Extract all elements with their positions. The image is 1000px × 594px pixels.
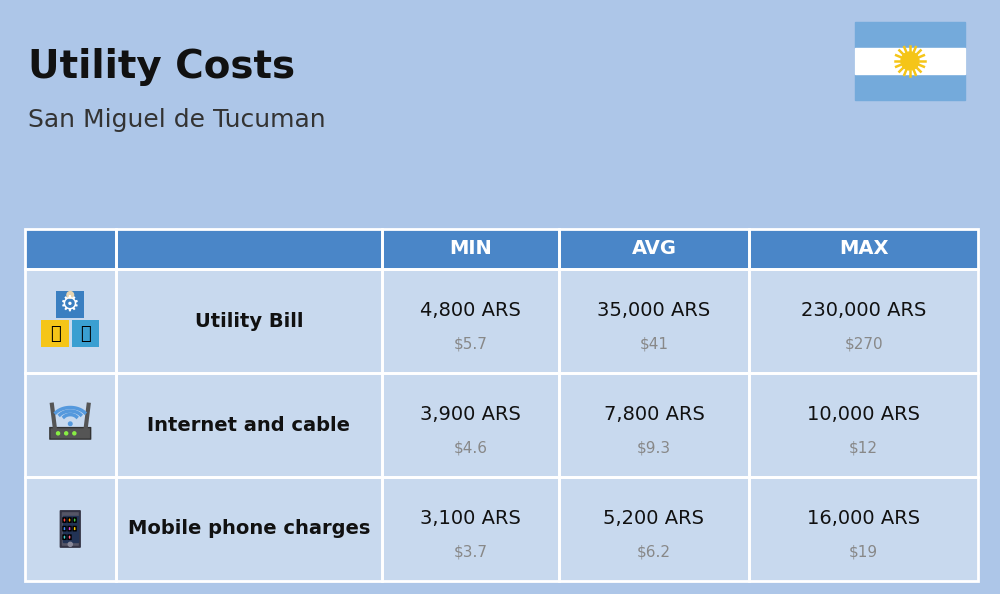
Bar	[382, 477, 559, 581]
Bar	[26, 230, 115, 268]
Bar	[560, 374, 748, 476]
Bar	[750, 230, 977, 268]
Text: $3.7: $3.7	[454, 544, 488, 560]
Text: $5.7: $5.7	[454, 337, 487, 352]
Bar	[117, 230, 381, 268]
Text: MAX: MAX	[839, 239, 888, 258]
FancyBboxPatch shape	[63, 526, 66, 531]
Bar	[383, 230, 558, 268]
Bar	[26, 374, 115, 476]
Bar	[25, 269, 116, 373]
Bar	[25, 373, 116, 477]
Text: 230,000 ARS: 230,000 ARS	[801, 301, 926, 320]
Circle shape	[73, 432, 76, 435]
Bar	[26, 478, 115, 580]
Bar	[382, 373, 559, 477]
Bar	[382, 229, 559, 269]
Bar	[26, 270, 115, 372]
Bar	[116, 269, 382, 373]
Bar	[116, 477, 382, 581]
Bar	[750, 374, 977, 476]
Text: 4,800 ARS: 4,800 ARS	[420, 301, 521, 320]
Text: 3,900 ARS: 3,900 ARS	[420, 405, 521, 424]
Circle shape	[57, 432, 60, 435]
Text: $9.3: $9.3	[637, 440, 671, 456]
Text: AVG: AVG	[631, 239, 676, 258]
Bar	[117, 478, 381, 580]
Text: Internet and cable: Internet and cable	[147, 416, 350, 435]
Text: $19: $19	[849, 544, 878, 560]
Bar	[116, 229, 382, 269]
FancyBboxPatch shape	[50, 428, 91, 439]
Bar	[383, 270, 558, 372]
Bar	[72, 320, 99, 347]
Circle shape	[67, 292, 74, 298]
Text: 10,000 ARS: 10,000 ARS	[807, 405, 920, 424]
Text: $41: $41	[639, 337, 668, 352]
Text: San Miguel de Tucuman: San Miguel de Tucuman	[28, 108, 326, 132]
Bar	[855, 22, 965, 100]
Text: $12: $12	[849, 440, 878, 456]
FancyBboxPatch shape	[68, 526, 71, 531]
FancyBboxPatch shape	[68, 535, 71, 539]
Text: $4.6: $4.6	[454, 440, 488, 456]
Text: 35,000 ARS: 35,000 ARS	[597, 301, 711, 320]
Bar	[25, 477, 116, 581]
Bar	[383, 478, 558, 580]
Text: Mobile phone charges: Mobile phone charges	[128, 520, 370, 539]
Text: Utility Bill: Utility Bill	[195, 312, 303, 331]
Bar	[116, 373, 382, 477]
Text: 5,200 ARS: 5,200 ARS	[603, 509, 704, 528]
Text: 💧: 💧	[80, 324, 91, 343]
Bar	[749, 373, 978, 477]
Bar	[382, 269, 559, 373]
Bar	[560, 230, 748, 268]
Circle shape	[65, 432, 68, 435]
Circle shape	[901, 52, 919, 70]
Bar	[560, 478, 748, 580]
Bar	[56, 290, 84, 318]
Text: 7,800 ARS: 7,800 ARS	[604, 405, 704, 424]
Bar	[749, 477, 978, 581]
Bar	[41, 320, 69, 347]
Text: ⚙: ⚙	[60, 295, 80, 315]
Bar	[559, 269, 749, 373]
Bar	[559, 477, 749, 581]
Bar	[63, 516, 78, 542]
Bar	[117, 374, 381, 476]
Text: 🔌: 🔌	[50, 324, 61, 343]
FancyBboxPatch shape	[73, 526, 76, 531]
Text: MIN: MIN	[449, 239, 492, 258]
Bar	[749, 229, 978, 269]
FancyBboxPatch shape	[73, 518, 76, 522]
Bar	[117, 270, 381, 372]
Text: 3,100 ARS: 3,100 ARS	[420, 509, 521, 528]
Bar	[559, 373, 749, 477]
Text: $270: $270	[844, 337, 883, 352]
Circle shape	[68, 422, 72, 425]
FancyBboxPatch shape	[63, 518, 66, 522]
FancyBboxPatch shape	[68, 518, 71, 522]
Text: Utility Costs: Utility Costs	[28, 48, 295, 86]
Bar	[750, 270, 977, 372]
Bar	[560, 270, 748, 372]
Circle shape	[68, 542, 72, 546]
Text: 16,000 ARS: 16,000 ARS	[807, 509, 920, 528]
FancyBboxPatch shape	[61, 511, 80, 547]
Bar	[750, 478, 977, 580]
Bar	[383, 374, 558, 476]
FancyBboxPatch shape	[63, 535, 66, 539]
Text: $6.2: $6.2	[637, 544, 671, 560]
Bar	[25, 229, 116, 269]
Bar	[749, 269, 978, 373]
Bar	[559, 229, 749, 269]
Bar	[855, 48, 965, 74]
